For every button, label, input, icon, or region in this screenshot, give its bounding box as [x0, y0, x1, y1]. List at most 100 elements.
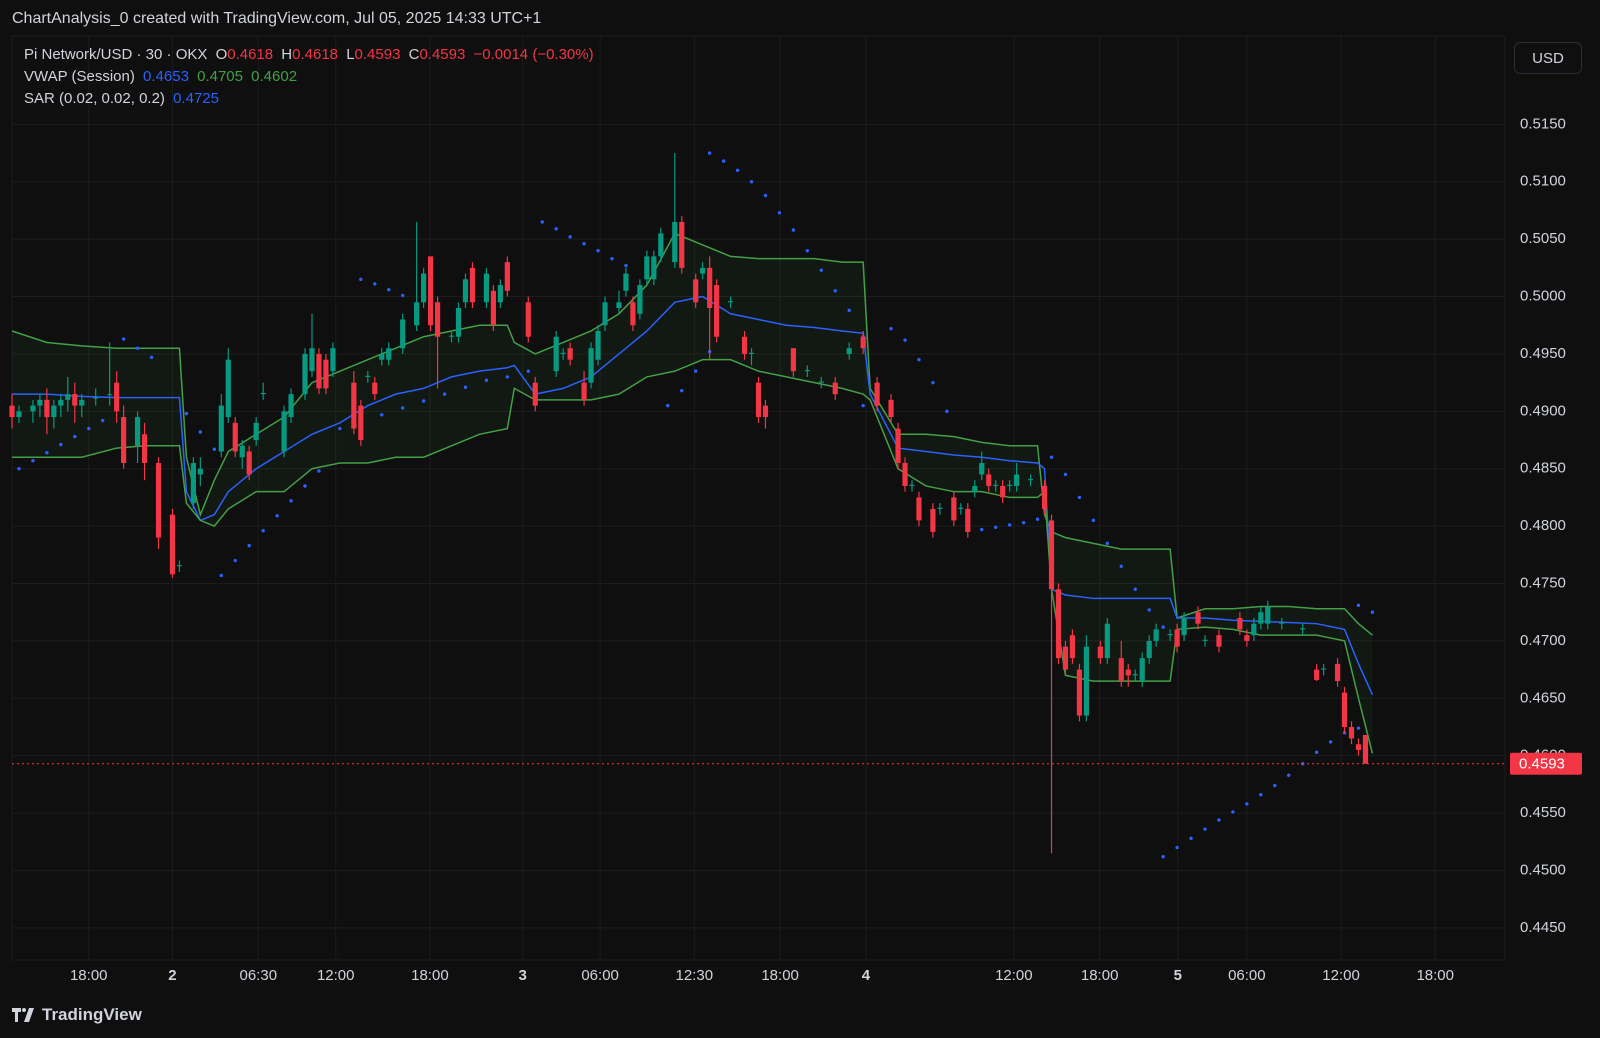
candle-body — [218, 405, 224, 452]
candle-body — [239, 445, 245, 458]
sar-dot — [1119, 564, 1123, 568]
sar-dot — [540, 220, 544, 224]
candle-body — [672, 221, 678, 263]
candle-body — [727, 301, 734, 303]
sar-dot — [59, 442, 63, 447]
sar-dot — [833, 289, 837, 293]
legend-sar: SAR (0.02, 0.02, 0.2) 0.4725 — [24, 90, 223, 107]
candle-body — [748, 352, 755, 354]
candle-body — [700, 267, 706, 274]
currency-button[interactable]: USD — [1514, 42, 1582, 74]
low-value: 0.4593 — [354, 46, 401, 63]
x-tick-label: 18:00 — [761, 967, 799, 984]
candle-body — [741, 336, 748, 354]
candle-body — [58, 399, 64, 406]
y-tick-label: 0.5050 — [1520, 230, 1566, 247]
y-tick-label: 0.4950 — [1520, 345, 1566, 362]
candle-body — [972, 485, 978, 492]
sar-dot — [1189, 836, 1193, 841]
candle-body — [490, 290, 496, 326]
sar-dot — [931, 380, 935, 385]
candle-body — [1104, 623, 1110, 659]
candle-body — [895, 428, 901, 463]
sar-dot — [400, 293, 405, 298]
sar-dot — [1161, 854, 1165, 859]
sar-dot — [917, 357, 921, 362]
y-tick-label: 0.4450 — [1520, 919, 1566, 936]
candle-body — [323, 359, 329, 389]
brand-text: TradingView — [42, 1005, 142, 1024]
brand-logo — [12, 1008, 34, 1022]
candle-body — [1237, 617, 1243, 630]
candle-body — [16, 411, 22, 418]
sar-dot — [198, 430, 203, 434]
candle-body — [958, 507, 964, 509]
sar-dot — [624, 263, 628, 268]
sar-dot — [1356, 726, 1361, 730]
vwap-lower-value: 0.4602 — [251, 68, 298, 85]
candle-body — [1334, 663, 1341, 682]
symbol: Pi Network/USD · 30 · OKX — [24, 46, 208, 63]
x-tick-label: 5 — [1174, 967, 1182, 984]
candle-body — [679, 221, 685, 268]
sar-dot — [1203, 827, 1207, 831]
sar-dot — [1245, 802, 1249, 806]
candle-body — [72, 394, 78, 406]
candle-body — [121, 417, 127, 463]
sar-dot — [735, 168, 740, 172]
candle-body — [532, 382, 538, 406]
legend-vwap: VWAP (Session) 0.4653 0.4705 0.4602 — [24, 68, 301, 85]
sar-dot — [1063, 472, 1068, 477]
candle-body — [790, 348, 796, 372]
sar-dot — [212, 447, 217, 451]
candle-body — [232, 422, 238, 452]
sar-dot — [1314, 750, 1319, 754]
sar-label: SAR (0.02, 0.02, 0.2) — [24, 90, 165, 107]
sar-dot — [568, 235, 572, 239]
candle-body — [1041, 485, 1048, 509]
candle-body — [1362, 735, 1369, 764]
close-value: 0.4593 — [419, 46, 466, 63]
candle-body — [1174, 629, 1180, 647]
candle-body — [379, 353, 385, 360]
candle-body — [937, 507, 943, 509]
sar-dot — [505, 375, 510, 379]
x-tick-label: 18:00 — [1081, 967, 1119, 984]
candle-body — [386, 348, 392, 360]
candle-body — [1195, 612, 1201, 624]
sar-dot — [980, 527, 984, 532]
candle-body — [414, 302, 420, 326]
sar-dot — [135, 346, 140, 350]
vwap-upper-value: 0.4705 — [197, 68, 243, 85]
candle-body — [1244, 635, 1250, 641]
h-label: H — [281, 46, 293, 63]
x-tick-label: 18:00 — [1416, 967, 1454, 984]
sar-dot — [31, 458, 35, 463]
x-tick-label: 12:00 — [1322, 967, 1360, 984]
candle-body — [44, 399, 50, 418]
candle-body — [1355, 744, 1362, 750]
candle-body — [755, 382, 762, 418]
x-tick-label: 18:00 — [70, 967, 108, 984]
x-tick-label: 18:00 — [411, 967, 449, 984]
y-tick-label: 0.4700 — [1520, 632, 1566, 649]
vwap-label: VWAP (Session) — [24, 68, 135, 85]
candle-body — [462, 279, 469, 303]
candle-body — [993, 484, 999, 486]
sar-dot — [526, 369, 530, 373]
candle-body — [176, 565, 183, 567]
candle-body — [1153, 629, 1159, 641]
sar-dot — [45, 450, 49, 455]
open-value: 0.4618 — [227, 46, 274, 63]
y-tick-label: 0.4550 — [1520, 804, 1566, 821]
sar-dot — [680, 388, 684, 393]
y-tick-label: 0.4750 — [1520, 574, 1566, 591]
candle-body — [979, 462, 985, 475]
x-tick-label: 06:00 — [581, 967, 619, 984]
sar-dot — [1328, 740, 1333, 744]
candle-body — [595, 330, 601, 360]
candle-body — [909, 484, 915, 486]
x-tick-label: 4 — [862, 967, 871, 984]
y-tick-label: 0.4900 — [1520, 402, 1566, 419]
